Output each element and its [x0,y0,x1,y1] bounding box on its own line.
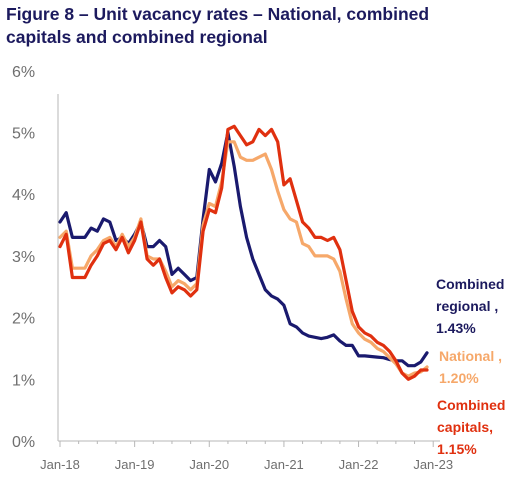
series-label-line: National , [439,348,502,364]
series-label-line: regional , [436,298,498,314]
axes [57,94,440,442]
x-tick-label: Jan-20 [189,457,229,472]
series-end-labels: Combined regional , 1.43% National , 1.20% Co… [436,276,505,457]
series-label-line: capitals, [437,419,493,435]
series-lines [58,124,429,381]
chart-title-line-2: capitals and combined regional [6,27,268,47]
y-tick-label: 1% [12,372,35,389]
x-axis-ticks: Jan-18 Jan-19 Jan-20 Jan-21 Jan-22 Jan-23 [40,441,453,472]
series-label-line: 1.20% [439,370,479,386]
y-axis-ticks: 0% 1% 2% 3% 4% 5% 6% [12,64,35,451]
x-tick-label: Jan-21 [264,457,304,472]
series-label-combined-regional: Combined regional , 1.43% [436,276,504,336]
series-label-national: National , 1.20% [439,348,502,386]
y-tick-label: 2% [12,311,35,328]
y-tick-label: 5% [12,126,35,143]
series-label-line: 1.15% [437,441,477,457]
x-tick-label: Jan-23 [413,457,453,472]
series-line-national [58,140,429,378]
y-tick-label: 3% [12,249,35,266]
series-line-combined-capitals [58,124,429,381]
x-tick-label: Jan-22 [339,457,379,472]
series-label-line: 1.43% [436,320,476,336]
series-label-combined-capitals: Combined capitals, 1.15% [437,397,505,457]
series-label-line: Combined [437,397,505,413]
series-label-line: Combined [436,276,504,292]
chart-title-line-1: Figure 8 – Unit vacancy rates – National… [6,4,430,24]
y-tick-label: 4% [12,187,35,204]
x-tick-label: Jan-19 [115,457,155,472]
chart-title: Figure 8 – Unit vacancy rates – National… [6,3,518,49]
y-tick-label: 6% [12,64,35,81]
y-tick-label: 0% [12,434,35,451]
x-tick-label: Jan-18 [40,457,80,472]
